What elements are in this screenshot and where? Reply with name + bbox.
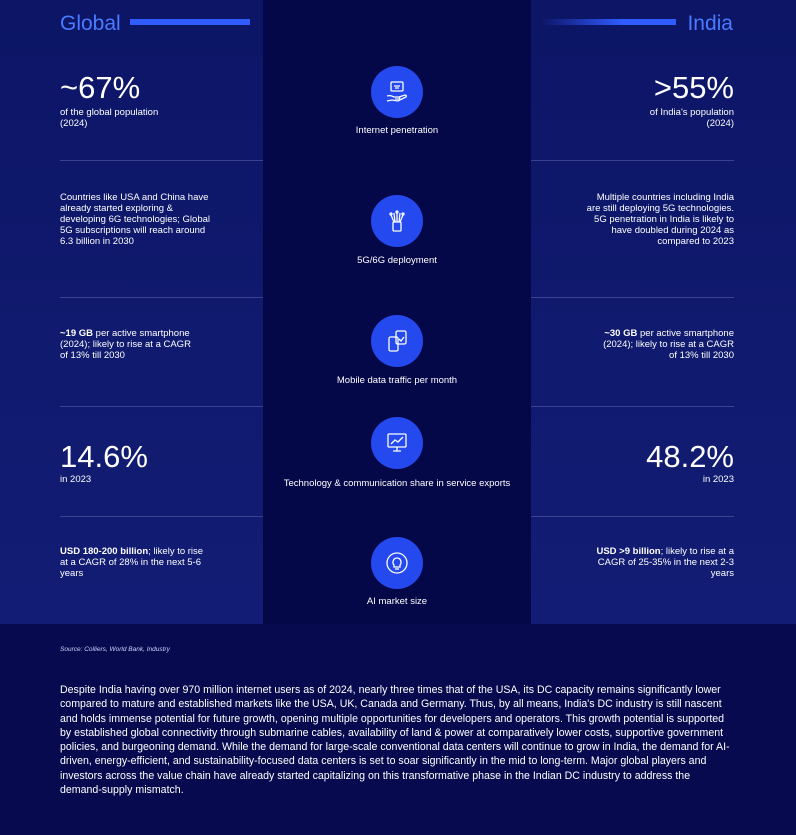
tech-communication-share-label: Technology & communication share in serv… <box>283 478 511 489</box>
internet-penetration-label: Internet penetration <box>355 125 439 136</box>
body-paragraph: Despite India having over 970 million in… <box>60 684 730 797</box>
india-5g-text: Multiple countries including India are s… <box>586 192 734 247</box>
ai-market-size-label: AI market size <box>366 596 428 607</box>
divider <box>531 160 734 161</box>
chart-monitor-icon <box>371 417 423 469</box>
india-tech-share-text: in 2023 <box>702 474 734 485</box>
mobile-data-traffic-label: Mobile data traffic per month <box>336 375 458 386</box>
antenna-icon <box>371 195 423 247</box>
5g-6g-deployment-label: 5G/6G deployment <box>357 255 437 266</box>
ai-bulb-icon <box>371 537 423 589</box>
global-internet-value: ~67% <box>60 70 141 105</box>
global-mobile-data-text: ~19 GB per active smartphone (2024); lik… <box>60 328 191 361</box>
global-tech-share-text: in 2023 <box>60 474 92 485</box>
divider <box>60 406 263 407</box>
divider <box>531 406 734 407</box>
source-note: Source: Colliers, World Bank, Industry <box>60 646 170 653</box>
divider <box>60 516 263 517</box>
divider <box>531 297 734 298</box>
india-header: India <box>687 12 733 35</box>
global-panel <box>0 0 263 624</box>
global-ai-market-text: USD 180-200 billion; likely to rise at a… <box>60 546 204 579</box>
india-panel <box>531 0 796 624</box>
divider <box>531 516 734 517</box>
global-internet-text: of the global population (2024) <box>60 107 159 129</box>
internet-icon <box>371 66 423 118</box>
india-header-bar <box>541 19 676 25</box>
global-header: Global <box>60 12 121 35</box>
india-internet-value: >55% <box>653 70 734 105</box>
india-mobile-data-text: ~30 GB per active smartphone (2024); lik… <box>603 328 734 361</box>
india-internet-text: of India's population (2024) <box>649 107 734 129</box>
global-header-bar <box>130 19 250 25</box>
global-5g-text: Countries like USA and China have alread… <box>60 192 210 247</box>
india-tech-share-value: 48.2% <box>646 439 734 474</box>
global-tech-share-value: 14.6% <box>60 439 148 474</box>
india-ai-market-text: USD >9 billion; likely to rise at a CAGR… <box>596 546 734 579</box>
divider <box>60 297 263 298</box>
divider <box>60 160 263 161</box>
mobile-data-icon <box>371 315 423 367</box>
